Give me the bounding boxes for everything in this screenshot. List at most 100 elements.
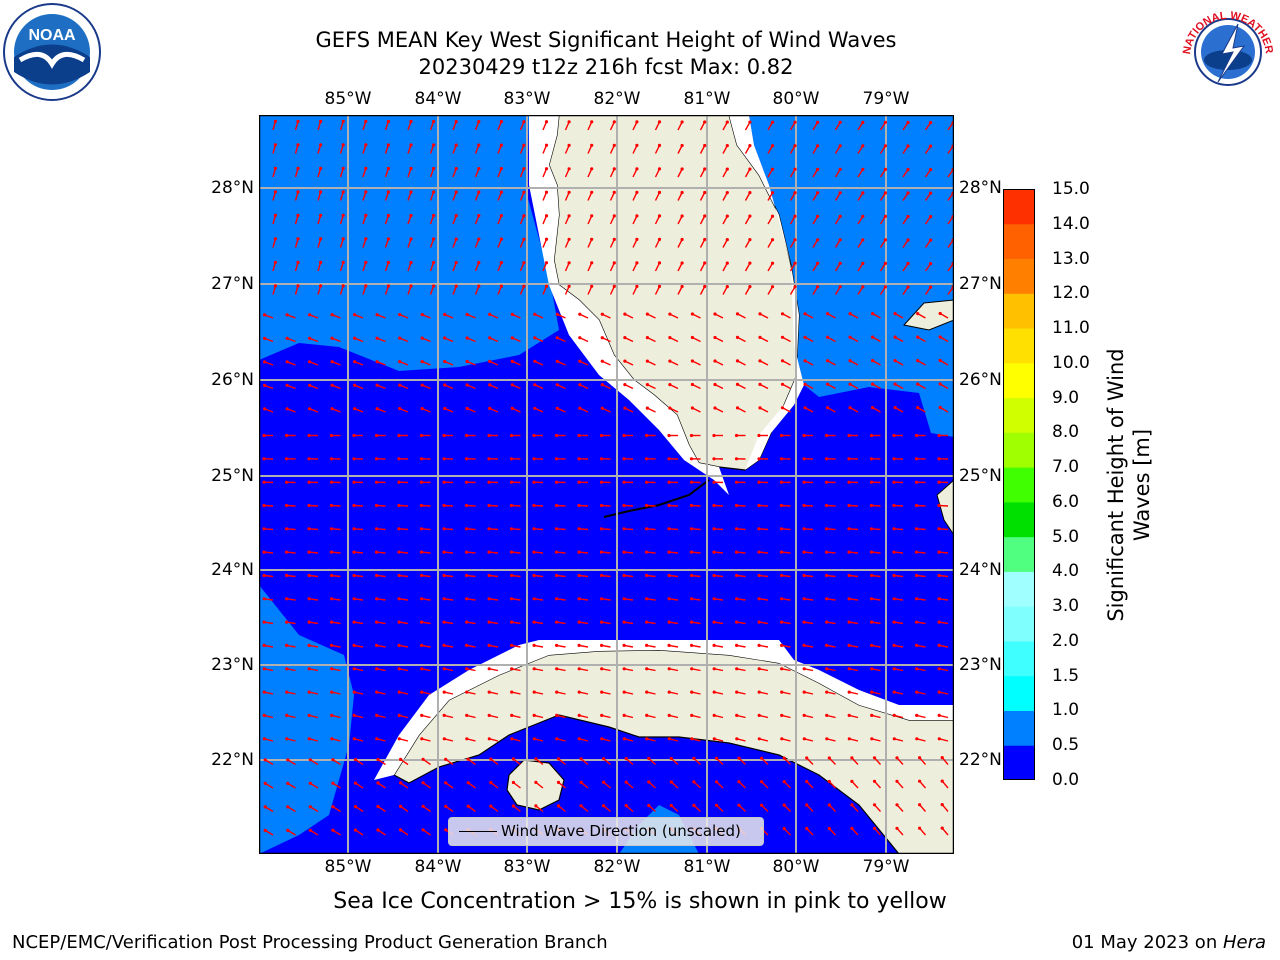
wave-arrow-head: [780, 359, 785, 363]
wave-arrow-head: [647, 780, 651, 784]
wave-arrow-head: [308, 360, 312, 364]
wave-arrow-head: [734, 480, 739, 484]
wave-arrow-head: [263, 781, 267, 786]
wave-arrow-head: [296, 237, 300, 241]
wave-arrow-head: [712, 667, 716, 671]
wave-arrow-head: [319, 213, 323, 217]
wave-arrow-head: [567, 120, 571, 124]
wave-arrow-head: [329, 480, 334, 484]
wave-arrow-head: [914, 550, 919, 554]
wave-arrow-head: [487, 713, 491, 718]
wave-arrow-head: [577, 690, 581, 694]
wave-arrow-head: [556, 780, 561, 785]
wave-arrow-head: [364, 143, 368, 147]
wave-arrow-head: [499, 214, 503, 218]
wave-arrow-head: [353, 383, 357, 387]
wave-arrow-head: [622, 620, 626, 624]
wave-arrow-head: [915, 573, 919, 578]
wave-arrow-head: [487, 620, 491, 624]
wave-arrow-head: [725, 238, 729, 242]
wave-arrow-head: [667, 550, 671, 554]
wave-arrow-head: [838, 120, 842, 124]
wave-arrow-head: [296, 190, 300, 194]
wave-arrow-head: [554, 527, 559, 531]
wave-arrow-head: [748, 285, 752, 289]
wave-arrow-head: [477, 167, 481, 171]
wave-arrow-head: [420, 336, 424, 340]
lat-label-right: 24°N: [959, 560, 1002, 580]
wave-arrow-head: [262, 643, 266, 648]
wave-arrow-head: [906, 285, 910, 289]
wave-arrow-head: [419, 527, 424, 531]
wave-arrow-head: [307, 457, 311, 461]
wave-arrow-head: [319, 284, 323, 288]
wave-arrow-head: [296, 284, 300, 288]
wave-arrow-head: [397, 690, 401, 694]
wave-arrow-head: [464, 527, 469, 531]
wave-arrow-head: [893, 382, 897, 386]
wave-arrow-head: [443, 336, 447, 340]
wave-arrow-head: [464, 457, 469, 461]
colorbar-tick-label: 0.5: [1052, 735, 1080, 756]
wave-arrow-head: [892, 550, 896, 554]
lat-label-left: 28°N: [211, 178, 254, 198]
wave-arrow-head: [420, 713, 424, 718]
wave-arrow-head: [352, 573, 356, 578]
wave-arrow-head: [488, 336, 492, 340]
wave-arrow-head: [645, 643, 649, 648]
wave-arrow-head: [444, 757, 448, 761]
wave-arrow-head: [577, 573, 581, 578]
wave-arrow-head: [870, 573, 874, 578]
wave-arrow-head: [847, 480, 851, 484]
wave-arrow-head: [872, 803, 877, 807]
wave-arrow-head: [824, 527, 829, 531]
wave-arrow-head: [861, 261, 865, 265]
wave-arrow-head: [713, 359, 717, 363]
wave-arrow-head: [624, 804, 628, 808]
wave-arrow-head: [398, 407, 402, 411]
wave-arrow-head: [657, 120, 662, 124]
wave-arrow-head: [273, 260, 277, 264]
wave-arrow-head: [635, 237, 639, 241]
wave-arrow-head: [532, 433, 536, 438]
wave-arrow-head: [803, 406, 807, 410]
wave-arrow-head: [622, 573, 626, 578]
wave-arrow-head: [748, 191, 752, 195]
colorbar-tick-label: 13.0: [1052, 248, 1090, 269]
wave-arrow-head: [307, 573, 311, 578]
wave-arrow-head: [442, 713, 446, 718]
wave-arrow-head: [782, 803, 786, 807]
wave-arrow-head: [488, 406, 492, 410]
sea-ice-note: Sea Ice Concentration > 15% is shown in …: [333, 889, 947, 914]
wave-arrow-head: [488, 359, 492, 363]
wave-arrow-head: [826, 406, 830, 410]
wave-arrow-head: [330, 643, 334, 648]
wave-arrow-head: [690, 690, 694, 694]
wave-arrow-head: [737, 803, 741, 807]
wave-arrow-head: [262, 713, 266, 718]
wave-arrow-head: [386, 237, 390, 241]
wave-arrow-head: [376, 781, 380, 785]
lon-label-bottom: 81°W: [683, 857, 731, 877]
wave-arrow-head: [442, 597, 446, 601]
wave-arrow-head: [386, 260, 390, 265]
wave-arrow-head: [824, 503, 829, 508]
wave-arrow-head: [262, 550, 266, 554]
wave-arrow-head: [577, 503, 581, 508]
wave-arrow-head: [690, 359, 694, 363]
wave-arrow-head: [782, 756, 786, 760]
wave-arrow-head: [499, 284, 503, 288]
wave-arrow-head: [748, 261, 752, 265]
wave-arrow-head: [353, 781, 358, 785]
wave-arrow-head: [612, 190, 616, 194]
wave-arrow-head: [824, 433, 829, 438]
wave-arrow-head: [442, 503, 446, 508]
lat-label-right: 28°N: [959, 178, 1002, 198]
wave-arrow-head: [509, 503, 514, 508]
wave-arrow-head: [602, 757, 606, 761]
wave-arrow-head: [838, 214, 842, 218]
wave-arrow-head: [780, 573, 784, 578]
wave-arrow-head: [657, 190, 662, 194]
wave-arrow-head: [703, 190, 707, 195]
wave-arrow-head: [802, 737, 806, 741]
